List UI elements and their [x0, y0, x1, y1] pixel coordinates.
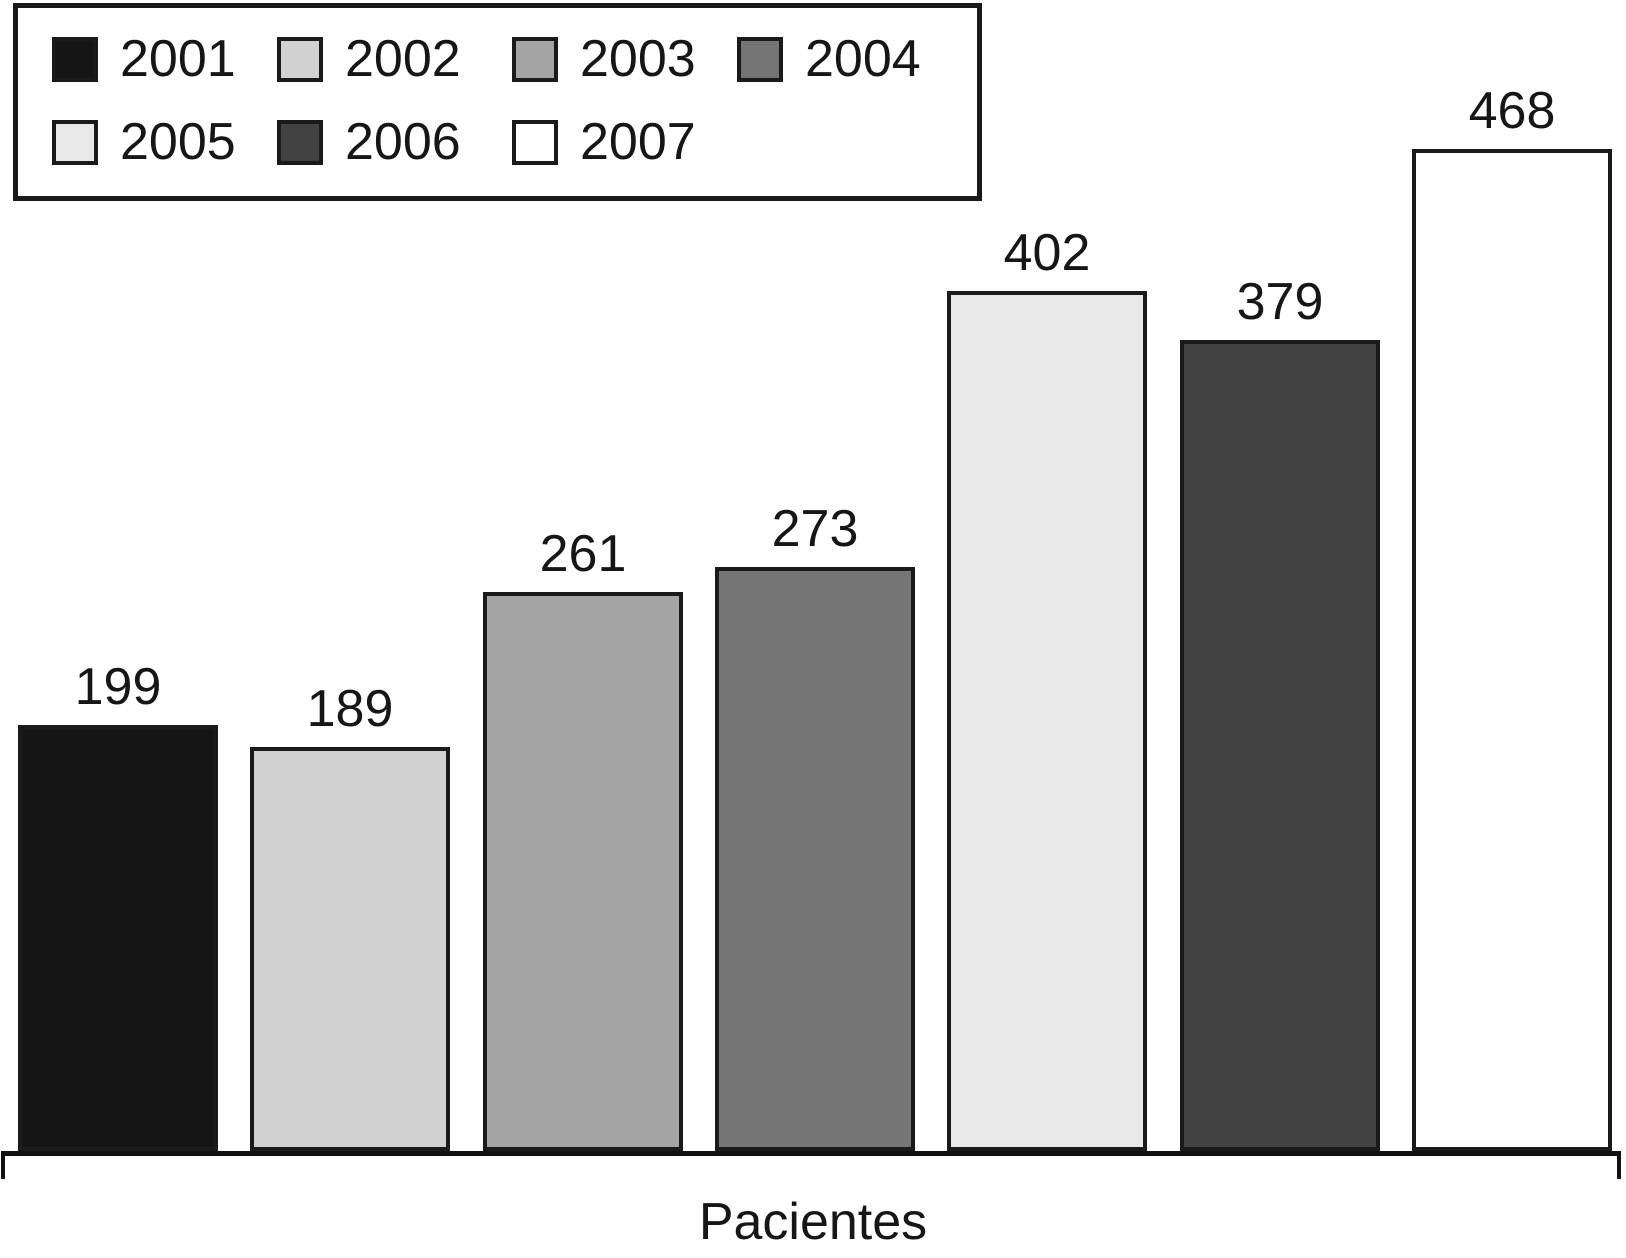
bar-value-label: 261 [539, 525, 627, 583]
legend-swatch [277, 120, 323, 165]
legend-item: 2006 [277, 113, 512, 171]
legend-label: 2001 [120, 30, 236, 88]
bar-value-label: 189 [306, 680, 394, 738]
legend-label: 2007 [580, 113, 696, 171]
bar-group: 189 [250, 683, 450, 1151]
legend-label: 2004 [805, 30, 921, 88]
bar [483, 592, 683, 1151]
bar [715, 567, 915, 1151]
bar [947, 291, 1147, 1151]
legend-label: 2006 [345, 113, 461, 171]
legend: 2001 2002 2003 2004 2005 2006 2007 [13, 3, 982, 201]
bar-value-label: 379 [1236, 273, 1324, 331]
bar [250, 747, 450, 1151]
x-axis-title: Pacientes [698, 1193, 928, 1251]
bar [1412, 149, 1612, 1151]
bar [1180, 340, 1380, 1151]
bar-value-label: 402 [1003, 224, 1091, 282]
bar-group: 402 [947, 227, 1147, 1151]
x-axis-right-tick [1617, 1151, 1621, 1179]
legend-item: 2007 [512, 113, 737, 171]
bar-value-label: 468 [1468, 82, 1556, 140]
legend-item: 2005 [52, 113, 277, 171]
legend-swatch [512, 37, 558, 82]
legend-item: 2003 [512, 30, 737, 88]
legend-item: 2002 [277, 30, 512, 88]
legend-label: 2002 [345, 30, 461, 88]
legend-swatch [52, 120, 98, 165]
legend-swatch [512, 120, 558, 165]
legend-swatch [277, 37, 323, 82]
bar-group: 261 [483, 528, 683, 1151]
bar-group: 468 [1412, 85, 1612, 1151]
legend-swatch [737, 37, 783, 82]
bar-group: 379 [1180, 276, 1380, 1151]
bar-value-label: 273 [771, 500, 859, 558]
bar-group: 199 [18, 661, 218, 1151]
bar [18, 725, 218, 1151]
legend-item: 2004 [737, 30, 977, 88]
legend-label: 2005 [120, 113, 236, 171]
legend-swatch [52, 37, 98, 82]
x-axis-left-tick [1, 1151, 5, 1179]
x-axis-line [1, 1151, 1621, 1156]
bar-group: 273 [715, 503, 915, 1151]
bar-value-label: 199 [74, 658, 162, 716]
legend-label: 2003 [580, 30, 696, 88]
legend-item: 2001 [52, 30, 277, 88]
